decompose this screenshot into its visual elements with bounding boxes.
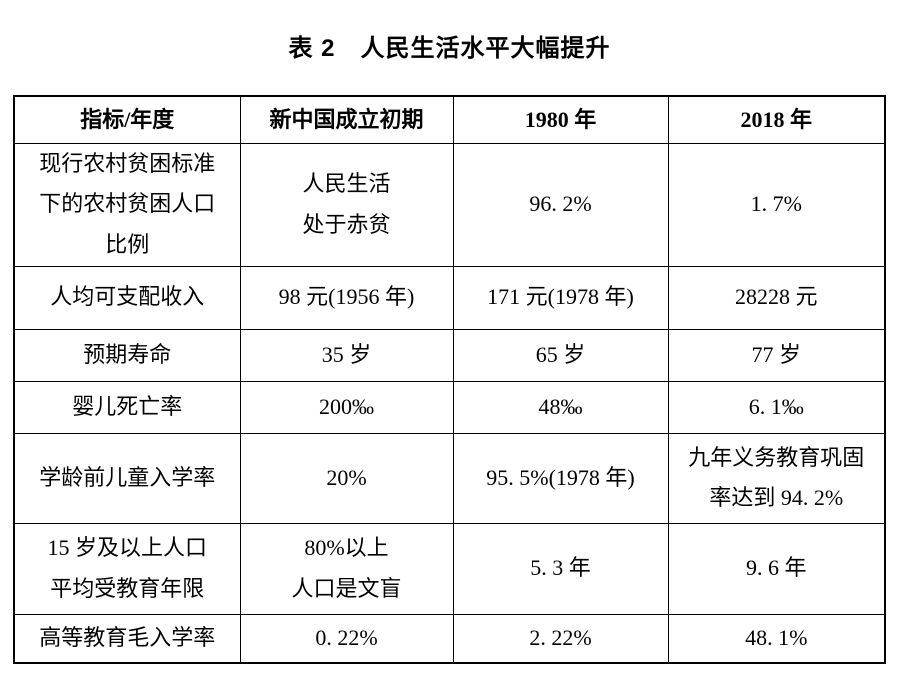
table-row-years-of-education: 15 岁及以上人口 平均受教育年限 80%以上 人口是文盲 5. 3 年 9. … bbox=[13, 522, 886, 615]
cell-indicator: 人均可支配收入 bbox=[13, 265, 241, 330]
cell-value-1980: 96. 2% bbox=[452, 142, 669, 267]
table-row-higher-education: 高等教育毛入学率 0. 22% 2. 22% 48. 1% bbox=[13, 613, 886, 664]
header-cell-1980: 1980 年 bbox=[452, 95, 669, 144]
table-row-disposable-income: 人均可支配收入 98 元(1956 年) 171 元(1978 年) 28228… bbox=[13, 265, 886, 330]
cell-value-2018: 1. 7% bbox=[667, 142, 886, 267]
cell-indicator: 15 岁及以上人口 平均受教育年限 bbox=[13, 522, 241, 615]
table-title: 表 2 人民生活水平大幅提升 bbox=[288, 35, 611, 62]
cell-value-early: 人民生活 处于赤贫 bbox=[239, 142, 454, 267]
cell-value-2018: 九年义务教育巩固 率达到 94. 2% bbox=[667, 432, 886, 524]
cell-value-early: 200‰ bbox=[239, 380, 454, 434]
cell-indicator: 高等教育毛入学率 bbox=[13, 613, 241, 664]
cell-value-early: 35 岁 bbox=[239, 328, 454, 382]
cell-value-1980: 5. 3 年 bbox=[452, 522, 669, 615]
cell-value-2018: 6. 1‰ bbox=[667, 380, 886, 434]
cell-value-2018: 48. 1% bbox=[667, 613, 886, 664]
header-cell-2018: 2018 年 bbox=[667, 95, 886, 144]
table-row-preschool-enrollment: 学龄前儿童入学率 20% 95. 5%(1978 年) 九年义务教育巩固 率达到… bbox=[13, 432, 886, 524]
cell-indicator: 现行农村贫困标准 下的农村贫困人口 比例 bbox=[13, 142, 241, 267]
living-standards-table-container: 指标/年度 新中国成立初期 1980 年 2018 年 现行农村贫困标准 下的农… bbox=[13, 95, 886, 664]
cell-value-2018: 28228 元 bbox=[667, 265, 886, 330]
cell-value-1980: 65 岁 bbox=[452, 328, 669, 382]
cell-value-2018: 77 岁 bbox=[667, 328, 886, 382]
cell-value-2018: 9. 6 年 bbox=[667, 522, 886, 615]
header-cell-early-prc: 新中国成立初期 bbox=[239, 95, 454, 144]
cell-value-1980: 2. 22% bbox=[452, 613, 669, 664]
cell-value-1980: 95. 5%(1978 年) bbox=[452, 432, 669, 524]
table-row-infant-mortality: 婴儿死亡率 200‰ 48‰ 6. 1‰ bbox=[13, 380, 886, 434]
table-header-row: 指标/年度 新中国成立初期 1980 年 2018 年 bbox=[13, 95, 886, 144]
cell-value-early: 80%以上 人口是文盲 bbox=[239, 522, 454, 615]
table-row-life-expectancy: 预期寿命 35 岁 65 岁 77 岁 bbox=[13, 328, 886, 382]
cell-indicator: 学龄前儿童入学率 bbox=[13, 432, 241, 524]
table-row-rural-poverty: 现行农村贫困标准 下的农村贫困人口 比例 人民生活 处于赤贫 96. 2% 1.… bbox=[13, 142, 886, 267]
cell-indicator: 预期寿命 bbox=[13, 328, 241, 382]
header-cell-indicator: 指标/年度 bbox=[13, 95, 241, 144]
cell-value-early: 98 元(1956 年) bbox=[239, 265, 454, 330]
cell-value-1980: 171 元(1978 年) bbox=[452, 265, 669, 330]
cell-value-1980: 48‰ bbox=[452, 380, 669, 434]
living-standards-table: 指标/年度 新中国成立初期 1980 年 2018 年 现行农村贫困标准 下的农… bbox=[13, 95, 886, 664]
cell-value-early: 20% bbox=[239, 432, 454, 524]
cell-value-early: 0. 22% bbox=[239, 613, 454, 664]
cell-indicator: 婴儿死亡率 bbox=[13, 380, 241, 434]
